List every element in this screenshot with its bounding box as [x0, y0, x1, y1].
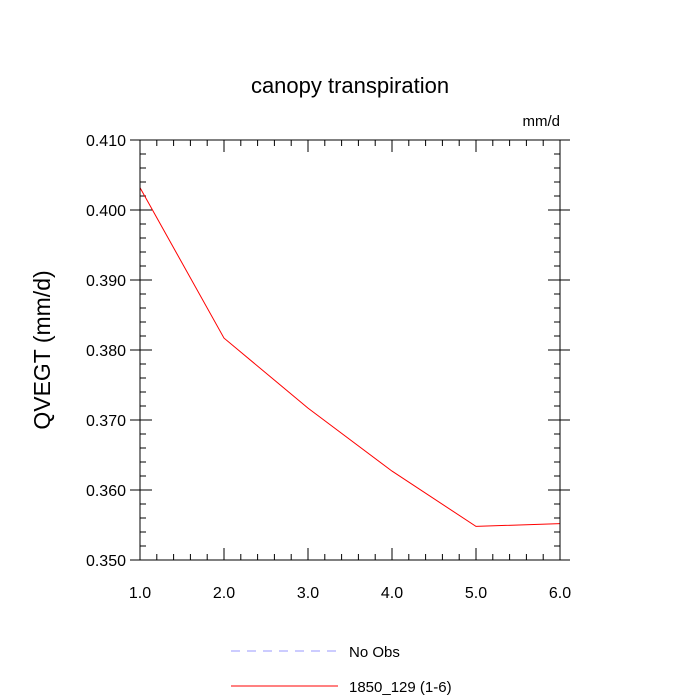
series-lines — [139, 187, 561, 527]
y-tick-label: 0.370 — [86, 413, 126, 430]
legend-label: 1850_129 (1-6) — [349, 679, 452, 696]
tick-labels: 1.0 2.0 3.0 4.0 5.0 6.0 0.350 0.360 0.370 0.380 0.… — [86, 133, 571, 602]
y-tick-label: 0.390 — [86, 273, 126, 290]
y-tick-label: 0.410 — [86, 133, 126, 150]
units-label: mm/d — [523, 113, 561, 130]
x-tick-label: 1.0 — [129, 585, 151, 602]
chart-title: canopy transpiration — [251, 73, 449, 98]
axis-ticks — [130, 139, 570, 561]
x-tick-label: 4.0 — [381, 585, 403, 602]
x-tick-label: 6.0 — [549, 585, 571, 602]
x-tick-label: 3.0 — [297, 585, 319, 602]
y-tick-label: 0.350 — [86, 553, 126, 570]
series-line — [139, 187, 561, 527]
y-tick-label: 0.380 — [86, 343, 126, 360]
plot-frame — [139, 139, 561, 561]
y-tick-label: 0.360 — [86, 483, 126, 500]
legend: No Obs 1850_129 (1-6) — [231, 644, 452, 696]
y-tick-label: 0.400 — [86, 203, 126, 220]
legend-label: No Obs — [349, 644, 400, 661]
y-axis-label: QVEGT (mm/d) — [29, 270, 55, 429]
x-tick-label: 5.0 — [465, 585, 487, 602]
x-tick-label: 2.0 — [213, 585, 235, 602]
